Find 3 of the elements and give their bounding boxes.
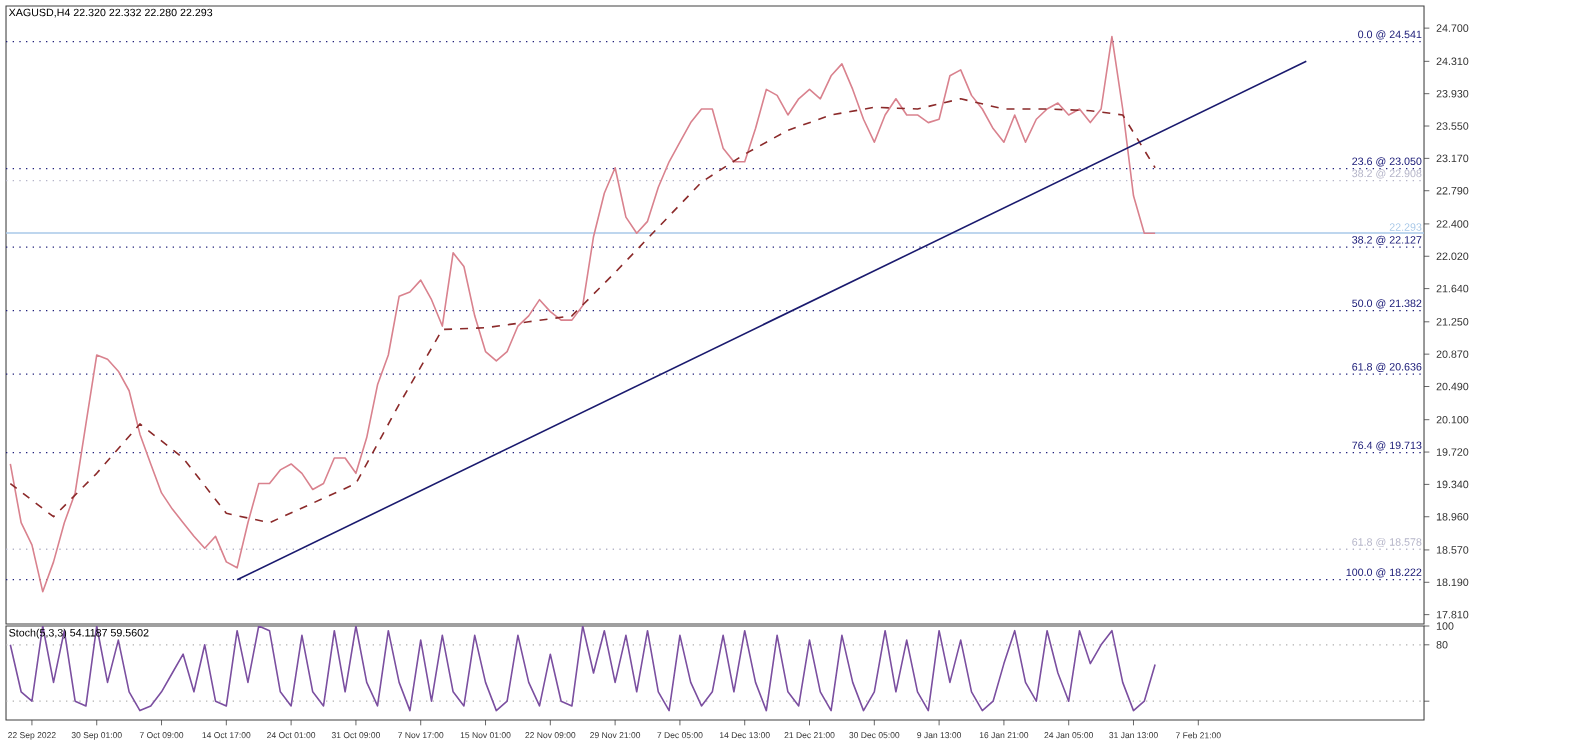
- line-series: [9, 626, 1156, 712]
- line-series: [9, 97, 1156, 524]
- line-series: [9, 35, 1156, 593]
